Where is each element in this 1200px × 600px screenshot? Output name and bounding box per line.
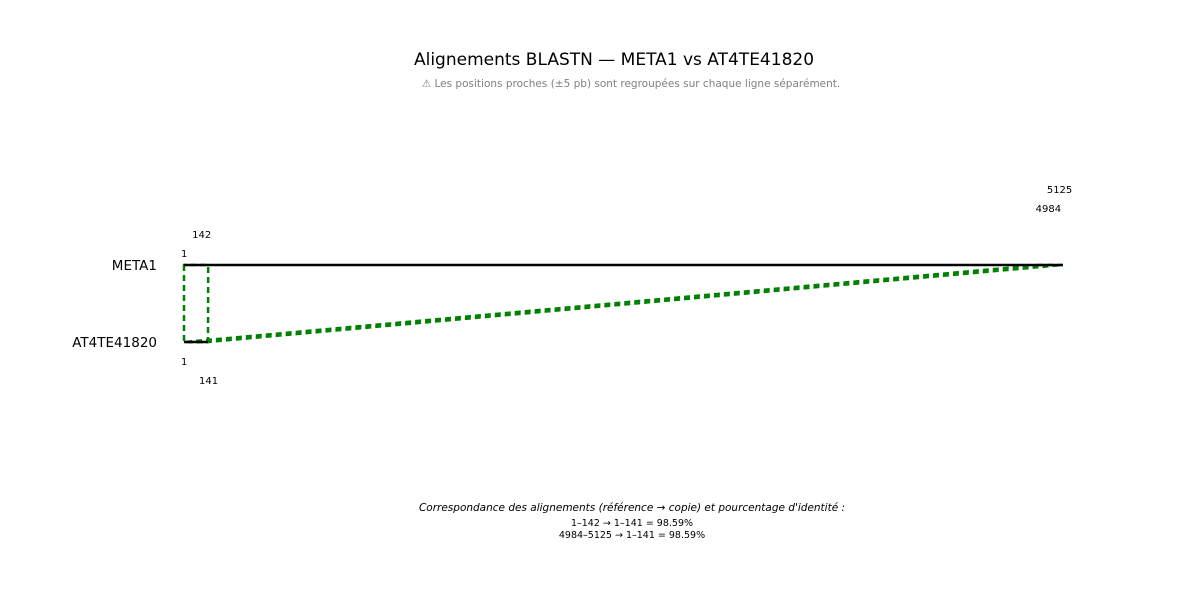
correspondence-line-1: 1–142 → 1–141 = 98.59% <box>571 518 693 529</box>
reference-sequence-label: META1 <box>112 258 157 274</box>
grouping-note: ⚠ Les positions proches (±5 pb) sont reg… <box>422 78 841 90</box>
alignment-connector <box>183 263 1063 344</box>
alignments-layer <box>182 263 1063 344</box>
reference-start-label: 4984 <box>1036 204 1061 215</box>
position-labels-layer: 1 142 1 141 4984 5125 <box>181 185 1072 387</box>
copy-sequence-label: AT4TE41820 <box>72 335 157 351</box>
reference-end-label: 5125 <box>1047 185 1072 196</box>
figure-title: Alignements BLASTN — META1 vs AT4TE41820 <box>414 50 814 70</box>
copy-end-label: 141 <box>199 376 218 387</box>
correspondence-line-2: 4984–5125 → 1–141 = 98.59% <box>559 530 705 541</box>
copy-start-label: 1 <box>181 357 187 368</box>
alignment-connector <box>182 263 210 344</box>
reference-start-label: 1 <box>181 249 187 260</box>
reference-end-label: 142 <box>192 230 211 241</box>
correspondence-heading: Correspondance des alignements (référenc… <box>419 502 845 514</box>
